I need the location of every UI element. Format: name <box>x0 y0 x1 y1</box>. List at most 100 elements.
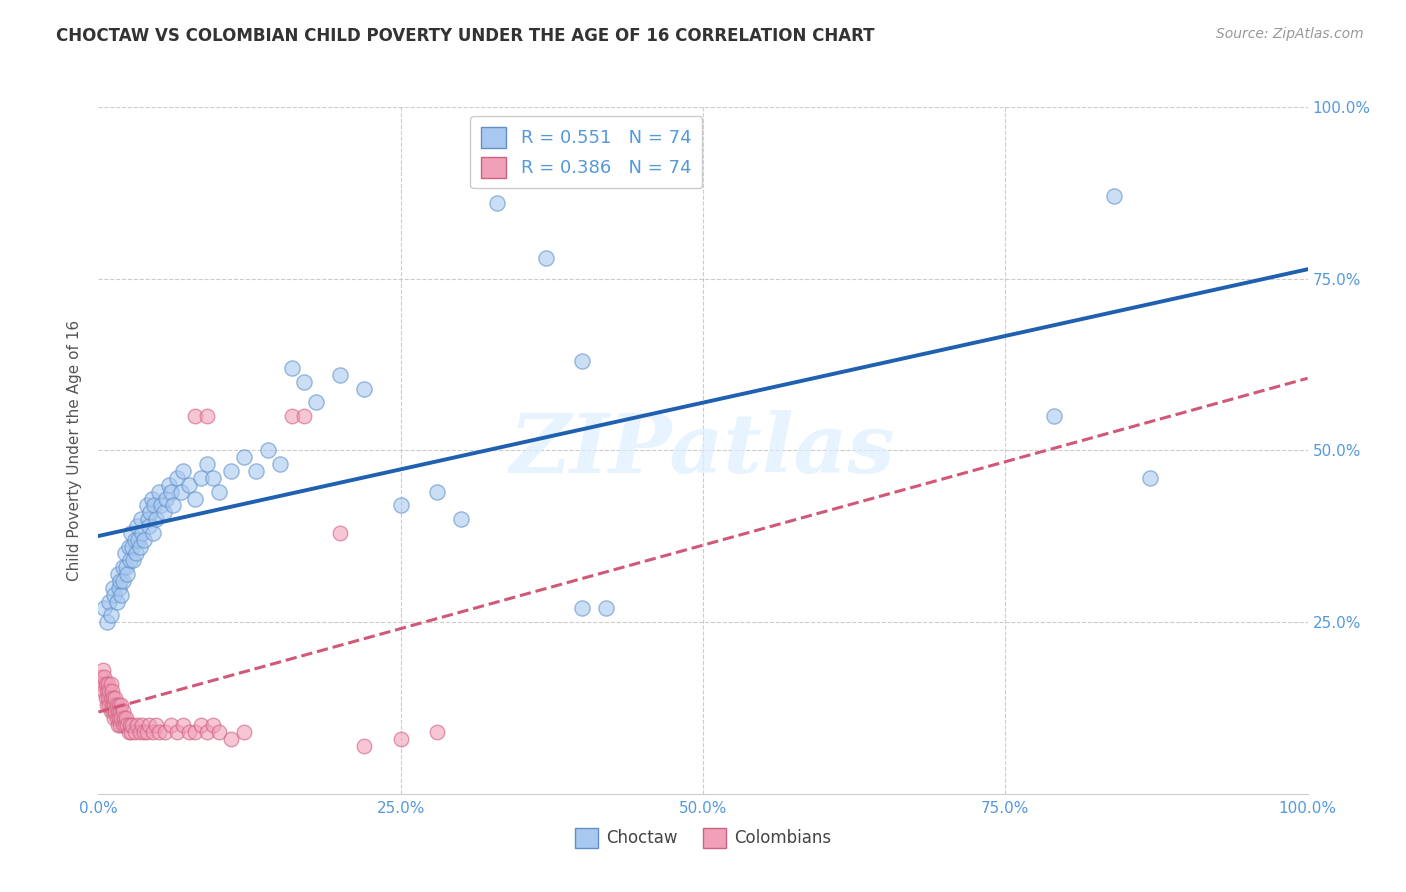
Point <box>353 739 375 753</box>
Point <box>120 725 142 739</box>
Point <box>595 601 617 615</box>
Point <box>162 499 184 513</box>
Point <box>100 698 122 712</box>
Point <box>93 601 115 615</box>
Point <box>100 705 122 719</box>
Point <box>100 608 122 623</box>
Point <box>108 711 131 725</box>
Point <box>148 725 170 739</box>
Point <box>134 533 156 547</box>
Point <box>124 533 146 547</box>
Point <box>166 471 188 485</box>
Point <box>91 677 114 691</box>
Point <box>105 698 128 712</box>
Point <box>305 395 328 409</box>
Point <box>172 464 194 478</box>
Text: CHOCTAW VS COLOMBIAN CHILD POVERTY UNDER THE AGE OF 16 CORRELATION CHART: CHOCTAW VS COLOMBIAN CHILD POVERTY UNDER… <box>56 27 875 45</box>
Point <box>208 484 231 499</box>
Point <box>389 731 412 746</box>
Point <box>101 690 124 705</box>
Point <box>104 690 127 705</box>
Point <box>118 553 141 567</box>
Point <box>101 705 124 719</box>
Point <box>142 725 165 739</box>
Point <box>128 725 150 739</box>
Point <box>256 443 278 458</box>
Point <box>534 251 557 265</box>
Point <box>486 196 509 211</box>
Point <box>115 560 138 574</box>
Point <box>108 581 131 595</box>
Point <box>107 705 129 719</box>
Y-axis label: Child Poverty Under the Age of 16: Child Poverty Under the Age of 16 <box>67 320 83 581</box>
Point <box>118 725 141 739</box>
Point <box>136 512 159 526</box>
Point <box>145 512 167 526</box>
Point <box>127 519 149 533</box>
Point <box>450 512 472 526</box>
Point <box>105 594 128 608</box>
Text: Source: ZipAtlas.com: Source: ZipAtlas.com <box>1216 27 1364 41</box>
Point <box>94 690 117 705</box>
Point <box>138 519 160 533</box>
Point <box>108 705 131 719</box>
Point <box>221 731 243 746</box>
Point <box>121 540 143 554</box>
Point <box>571 601 593 615</box>
Point <box>155 491 177 506</box>
Point <box>103 711 125 725</box>
Point <box>292 409 315 423</box>
Point <box>221 464 243 478</box>
Point <box>135 499 157 513</box>
Point <box>104 705 127 719</box>
Point <box>118 540 141 554</box>
Point <box>426 484 449 499</box>
Point <box>190 718 212 732</box>
Point <box>134 725 156 739</box>
Point <box>108 718 131 732</box>
Point <box>131 718 153 732</box>
Point <box>184 725 207 739</box>
Point <box>389 499 412 513</box>
Point <box>124 725 146 739</box>
Point <box>135 725 157 739</box>
Point <box>139 505 162 519</box>
Point <box>90 670 112 684</box>
Point <box>232 450 254 465</box>
Point <box>96 698 118 712</box>
Point <box>202 718 225 732</box>
Point <box>96 615 118 630</box>
Point <box>184 409 207 423</box>
Point <box>98 698 121 712</box>
Point <box>157 478 180 492</box>
Point <box>195 409 218 423</box>
Point <box>245 464 267 478</box>
Point <box>172 718 194 732</box>
Point <box>108 574 131 588</box>
Point <box>111 560 134 574</box>
Point <box>98 683 121 698</box>
Point <box>150 499 173 513</box>
Point <box>190 471 212 485</box>
Point <box>127 718 149 732</box>
Point <box>232 725 254 739</box>
Point <box>128 540 150 554</box>
Point <box>107 567 129 582</box>
Point <box>121 718 143 732</box>
Point <box>195 725 218 739</box>
Point <box>98 594 121 608</box>
Point <box>329 525 352 540</box>
Point <box>129 512 152 526</box>
Text: ZIPatlas: ZIPatlas <box>510 410 896 491</box>
Point <box>141 491 163 506</box>
Point <box>143 499 166 513</box>
Point <box>112 711 135 725</box>
Point <box>94 677 117 691</box>
Point <box>118 718 141 732</box>
Point <box>108 698 131 712</box>
Point <box>184 491 207 506</box>
Point <box>426 725 449 739</box>
Point <box>152 505 174 519</box>
Point <box>166 725 188 739</box>
Point <box>100 690 122 705</box>
